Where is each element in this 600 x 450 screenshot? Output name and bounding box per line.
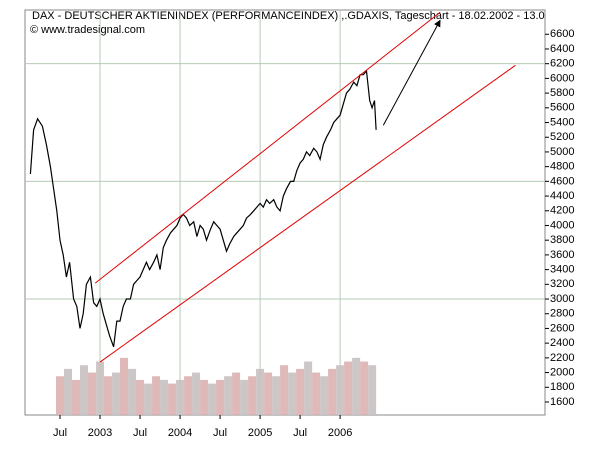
- volume-bar: [352, 357, 361, 415]
- y-tick-label: 2800: [550, 308, 574, 320]
- plot-area: [24, 9, 546, 416]
- x-tick-label: Jul: [213, 427, 227, 439]
- y-tick-label: 2200: [550, 352, 574, 364]
- volume-bar: [248, 376, 257, 415]
- y-tick-label: 6400: [550, 43, 574, 55]
- y-tick-label: 1800: [550, 381, 574, 393]
- y-tick-label: 5000: [550, 146, 574, 158]
- y-tick-label: 3600: [550, 249, 574, 261]
- x-tick-label: 2003: [88, 427, 112, 439]
- y-tick-label: 4200: [550, 205, 574, 217]
- volume-bar: [176, 379, 185, 415]
- y-tick-label: 6600: [550, 28, 574, 40]
- y-tick-label: 3000: [550, 293, 574, 305]
- trend-line: [99, 64, 516, 363]
- y-tick-label: 5200: [550, 131, 574, 143]
- volume-bar: [272, 376, 281, 415]
- volume-bar: [264, 372, 273, 415]
- y-tick-label: 4400: [550, 190, 574, 202]
- volume-bar: [120, 357, 129, 415]
- volume-bar: [240, 379, 249, 415]
- volume-bar: [216, 379, 225, 415]
- volume-bar: [288, 372, 297, 415]
- volume-bar: [256, 368, 265, 415]
- volume-bar: [328, 368, 337, 415]
- y-tick-label: 4600: [550, 175, 574, 187]
- volume-bar: [168, 383, 177, 415]
- watermark: © www.tradesignal.com: [30, 24, 145, 36]
- volume-bar: [208, 383, 217, 415]
- y-tick-label: 2400: [550, 337, 574, 349]
- volume-bar: [160, 379, 169, 415]
- x-tick-label: Jul: [293, 427, 307, 439]
- volume-bar: [96, 361, 105, 415]
- volume-bar: [296, 368, 305, 415]
- volume-bar: [88, 372, 97, 415]
- volume-bar: [56, 376, 65, 415]
- volume-bar: [104, 376, 113, 415]
- volume-bar: [224, 376, 233, 415]
- volume-bar: [72, 379, 81, 415]
- volume-bar: [232, 372, 241, 415]
- volume-bar: [184, 376, 193, 415]
- price-line: [29, 69, 377, 348]
- volume-bar: [112, 372, 121, 415]
- volume-bar: [320, 376, 329, 415]
- volume-bar: [64, 368, 73, 415]
- volume-bar: [136, 379, 145, 415]
- volume-bar: [344, 361, 353, 415]
- volume-bar: [368, 365, 377, 415]
- volume-bar: [192, 372, 201, 415]
- y-tick-label: 1600: [550, 396, 574, 408]
- volume-bar: [80, 365, 89, 415]
- y-tick-label: 3800: [550, 234, 574, 246]
- chart-title: DAX - DEUTSCHER AKTIENINDEX (PERFORMANCE…: [32, 10, 578, 22]
- arrow: [382, 19, 441, 126]
- y-tick-label: 5600: [550, 102, 574, 114]
- volume-bar: [312, 372, 321, 415]
- y-tick-label: 6200: [550, 58, 574, 70]
- volume-bar: [304, 361, 313, 415]
- x-tick-label: 2004: [168, 427, 192, 439]
- x-tick-label: Jul: [53, 427, 67, 439]
- x-tick-label: 2006: [328, 427, 352, 439]
- x-tick-label: Jul: [133, 427, 147, 439]
- volume-bar: [128, 368, 137, 415]
- y-tick-label: 2600: [550, 322, 574, 334]
- grid: [25, 10, 545, 415]
- x-tick-label: 2005: [248, 427, 272, 439]
- volume-bar: [280, 365, 289, 415]
- y-tick-label: 2000: [550, 366, 574, 378]
- volume-bar: [144, 383, 153, 415]
- y-tick-label: 6000: [550, 72, 574, 84]
- volume-bar: [152, 376, 161, 415]
- volume-bar: [200, 379, 209, 415]
- y-tick-label: 3200: [550, 278, 574, 290]
- y-tick-label: 5400: [550, 116, 574, 128]
- volume-bar: [360, 361, 369, 415]
- y-tick-label: 5800: [550, 87, 574, 99]
- volume-bar: [336, 365, 345, 415]
- y-tick-label: 3400: [550, 264, 574, 276]
- y-tick-label: 4800: [550, 161, 574, 173]
- y-tick-label: 4000: [550, 219, 574, 231]
- trend-line: [94, 11, 441, 284]
